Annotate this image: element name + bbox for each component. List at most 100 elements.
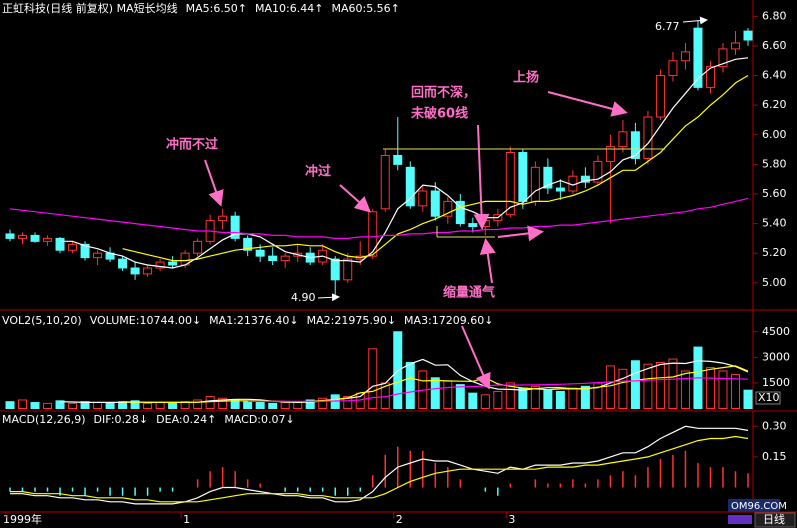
y-tick-label: 6.80 — [762, 9, 787, 22]
volume-bar — [668, 358, 678, 410]
annotation: 未破60线 — [410, 106, 468, 122]
x-tick-label: 3 — [508, 513, 515, 526]
candle-body — [730, 42, 740, 50]
volume-bar — [468, 392, 478, 410]
volume-bar — [343, 396, 353, 409]
candle-body — [268, 255, 278, 262]
volume-bar — [480, 394, 490, 410]
legend-label: MA1:21376.40↓ — [209, 314, 298, 327]
volume-bar — [543, 389, 553, 409]
annotation: 上扬 — [513, 70, 539, 86]
candle-body — [380, 154, 390, 210]
volume-bar — [743, 389, 753, 410]
watermark: OM96.COM — [731, 501, 787, 512]
candle-body — [593, 160, 603, 183]
candle-body — [618, 131, 628, 148]
y-tick-label: 0.15 — [762, 450, 787, 463]
line — [9, 197, 749, 239]
volume-bar — [193, 399, 203, 409]
candle-body — [18, 234, 28, 239]
legend-label: MA60:5.56↑ — [331, 2, 399, 15]
line — [122, 74, 749, 262]
candle-body — [343, 258, 353, 281]
x-tick-label: 1 — [183, 513, 190, 526]
candle-body — [543, 166, 553, 189]
candle-body — [130, 267, 140, 275]
candle-body — [280, 255, 290, 262]
volume-bar — [555, 390, 565, 410]
legend-label: DEA:0.24↑ — [156, 413, 216, 426]
volume-bar — [305, 399, 315, 409]
candle-body — [93, 252, 103, 259]
arrow — [497, 225, 544, 242]
scroll-thumb[interactable] — [728, 515, 752, 524]
reference-lines — [383, 148, 665, 238]
volume-bar — [580, 385, 590, 409]
volume-bar — [268, 402, 278, 410]
volume-bar — [105, 402, 115, 410]
volume-bar — [168, 402, 178, 410]
volume-bar — [118, 401, 128, 409]
candle-body — [30, 234, 40, 242]
y-tick-label: 1500 — [762, 376, 790, 389]
annotation: 回而不深， — [411, 85, 476, 101]
volume-bar — [55, 400, 65, 410]
candle-body — [405, 166, 415, 207]
line — [10, 425, 749, 505]
volume-bar — [80, 401, 90, 409]
volume-bar — [443, 380, 453, 410]
candle-body — [430, 190, 440, 217]
legend-label: MACD:0.07↓ — [224, 413, 294, 426]
legend-label: MA2:21975.90↓ — [307, 314, 396, 327]
candle-body — [168, 261, 178, 266]
volume-bar — [618, 368, 628, 410]
volume-bar — [718, 370, 728, 410]
candle-body — [580, 175, 590, 183]
legend-label: MA5:6.50↑ — [186, 2, 247, 15]
volume-bar — [630, 360, 640, 409]
volume-bar — [605, 365, 615, 409]
legend-label: MA3:17209.60↓ — [404, 314, 493, 327]
arrow — [547, 91, 628, 117]
volume-bar — [30, 402, 40, 409]
legend-label: VOLUME:10744.00↓ — [90, 314, 201, 327]
volume-bar — [518, 387, 528, 409]
period-button[interactable] — [754, 512, 796, 528]
candle-body — [655, 75, 665, 118]
volume-bar — [255, 402, 265, 409]
legend-label: MACD(12,26,9) — [2, 413, 86, 426]
candle-body — [55, 237, 65, 251]
candle-body — [368, 211, 378, 257]
legend-label: MA10:6.44↑ — [255, 2, 323, 15]
volume-bar — [568, 387, 578, 409]
candle-body — [80, 243, 90, 259]
volume-bar — [405, 361, 415, 409]
candle-body — [218, 215, 228, 222]
candle-body — [680, 51, 690, 62]
volume-bar — [93, 402, 103, 409]
candle-body — [393, 154, 403, 165]
volume-bar — [143, 402, 153, 410]
volume-bar — [43, 402, 53, 410]
candle-body — [468, 223, 478, 228]
candle-body — [555, 187, 565, 192]
candle-body — [668, 60, 678, 77]
annotation: 冲过 — [305, 164, 331, 180]
unit-label: X10 — [758, 391, 780, 404]
min-label: 4.90 — [291, 291, 316, 304]
y-tick-label: 6.40 — [762, 69, 787, 82]
y-tick-label: 6.60 — [762, 39, 787, 52]
candle-body — [255, 249, 265, 257]
arrow — [204, 159, 224, 207]
y-tick-label: 5.40 — [762, 217, 787, 230]
volume-bar — [355, 392, 365, 410]
period-label[interactable]: 日线 — [763, 512, 785, 526]
arrow — [461, 325, 491, 390]
candle-body — [43, 237, 53, 242]
volume-bar — [455, 384, 465, 409]
legend-label: VOL2(5,10,20) — [2, 314, 82, 327]
legend-label: 正虹科技(日线 前复权) MA短长均线 — [2, 1, 178, 15]
volume-bar — [493, 390, 503, 410]
candle-body — [743, 30, 753, 41]
